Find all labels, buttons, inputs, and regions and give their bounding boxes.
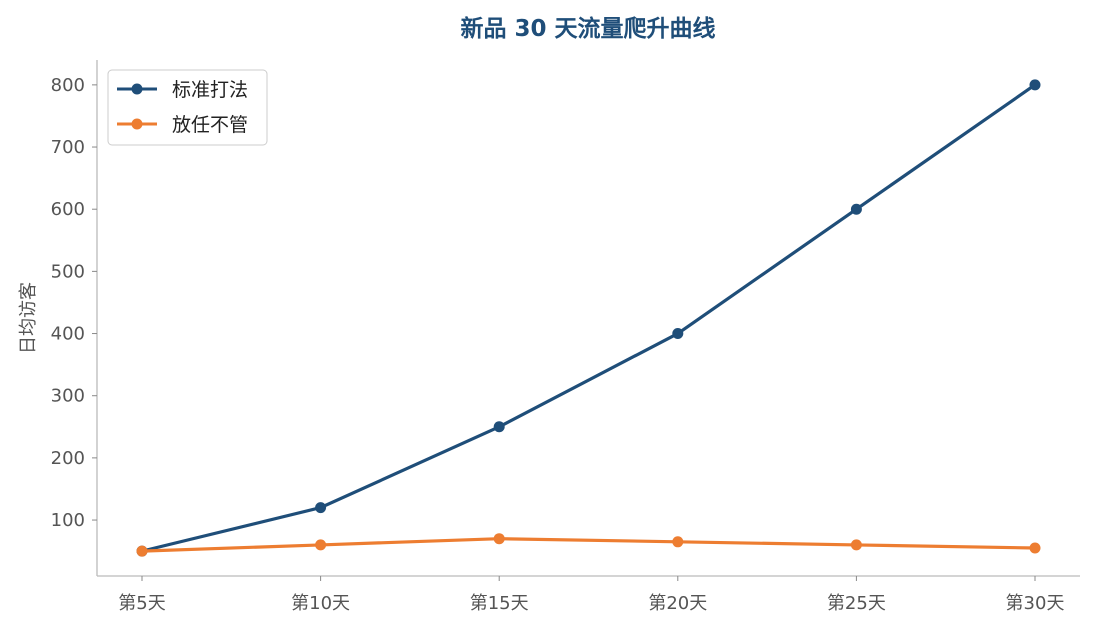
data-point-1 xyxy=(850,539,862,551)
legend-label-standard: 标准打法 xyxy=(172,79,248,101)
data-point-1 xyxy=(315,539,327,551)
legend-marker-standard xyxy=(131,83,143,95)
data-point-0 xyxy=(850,203,862,215)
series-layer xyxy=(136,79,1041,557)
data-point-1 xyxy=(672,536,684,548)
y-tick-label: 200 xyxy=(51,448,85,469)
legend-marker-neglect xyxy=(131,118,143,130)
y-axis-label: 日均访客 xyxy=(18,282,39,354)
series-line-1 xyxy=(140,537,1037,553)
data-point-0 xyxy=(493,421,505,433)
y-tick-label: 500 xyxy=(51,261,85,282)
data-point-1 xyxy=(1029,542,1041,554)
x-tick-label: 第25天 xyxy=(827,593,886,614)
data-point-1 xyxy=(136,545,148,557)
x-tick-label: 第5天 xyxy=(118,593,165,614)
x-tick-label: 第10天 xyxy=(291,593,350,614)
x-tick-label: 第30天 xyxy=(1006,593,1065,614)
x-tick-label: 第20天 xyxy=(648,593,707,614)
axes: 100 200 300 400 500 600 700 800 第5天 第10天 第15天 第20天 第… xyxy=(51,60,1080,614)
legend: 标准打法 放任不管 xyxy=(107,69,268,146)
y-tick-label: 700 xyxy=(51,137,85,158)
y-tick-label: 100 xyxy=(51,510,85,531)
data-point-0 xyxy=(1029,79,1041,91)
series-line-0 xyxy=(140,83,1037,553)
x-tick-label: 第15天 xyxy=(470,593,529,614)
y-tick-label: 400 xyxy=(51,324,85,345)
data-point-0 xyxy=(672,328,684,340)
legend-label-neglect: 放任不管 xyxy=(172,114,248,136)
y-tick-label: 300 xyxy=(51,386,85,407)
chart-title: 新品 30 天流量爬升曲线 xyxy=(460,15,715,42)
data-point-0 xyxy=(315,502,327,514)
data-point-1 xyxy=(493,533,505,545)
y-tick-label: 800 xyxy=(51,75,85,96)
y-tick-label: 600 xyxy=(51,199,85,220)
